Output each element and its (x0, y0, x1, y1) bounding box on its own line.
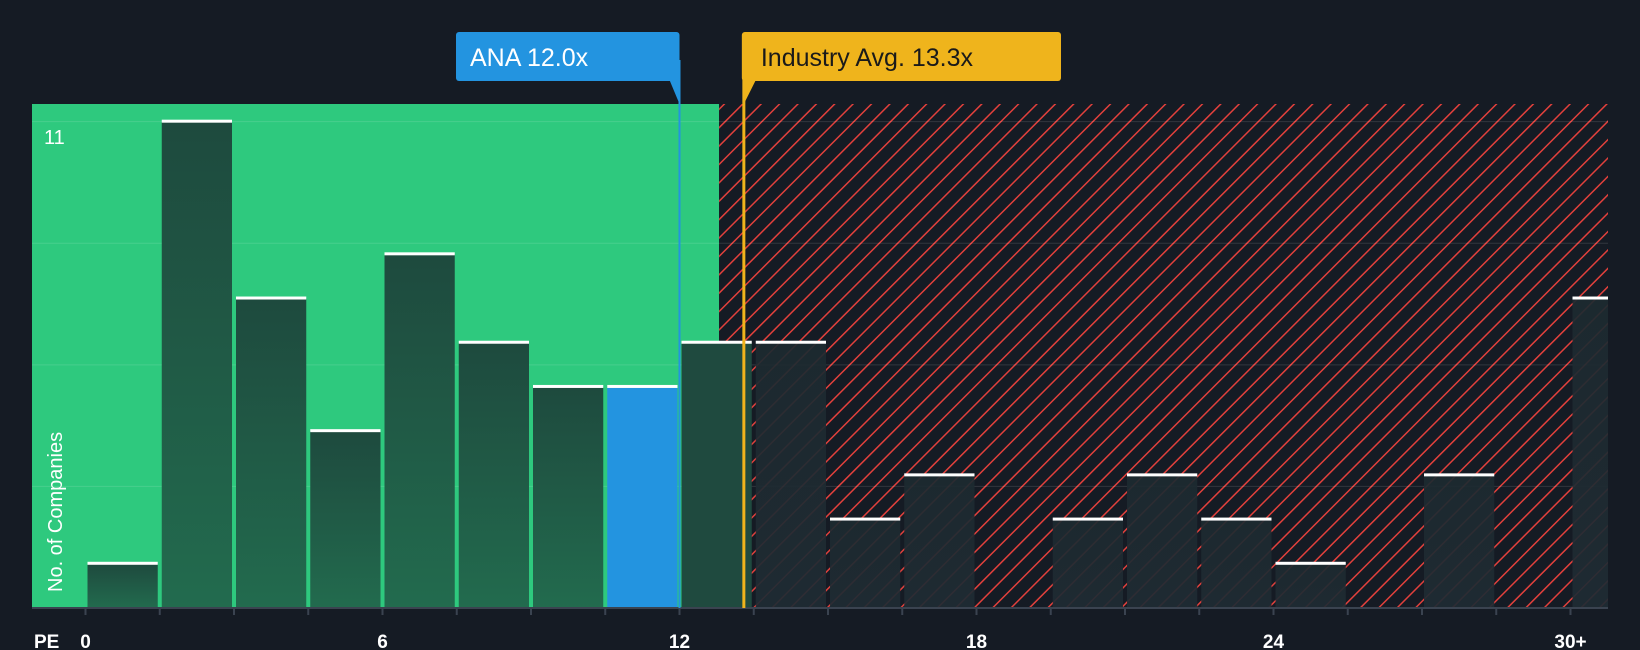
bar-3 (310, 431, 381, 608)
bar-10 (830, 519, 901, 608)
x-tick-label-0: 0 (80, 632, 91, 650)
bar-13 (1052, 519, 1123, 608)
y-axis-max-tick: 11 (44, 127, 65, 149)
bar-11 (904, 475, 975, 608)
bar-cap-10 (830, 517, 901, 521)
x-tick-label-2: 12 (669, 632, 690, 650)
histogram-bars (87, 119, 1608, 609)
bar-5 (458, 342, 529, 608)
bar-cap-3 (310, 429, 381, 433)
bar-cap-20 (1572, 296, 1608, 300)
bar-cap-11 (904, 473, 975, 477)
bar-cap-6 (533, 384, 604, 388)
y-axis-title: No. of Companies (45, 432, 67, 592)
bar-cap-16 (1275, 561, 1346, 565)
bar-cap-15 (1201, 517, 1272, 521)
x-tick-label-4: 24 (1263, 632, 1285, 650)
company-callout-pointer (669, 80, 680, 104)
x-axis-ticks: 0 6 12 18 24 30+ (80, 608, 1587, 650)
bar-cap-14 (1127, 473, 1198, 477)
bar-16 (1275, 563, 1346, 608)
bar-cap-7 (607, 384, 678, 388)
bar-cap-4 (384, 252, 455, 256)
bar-7 (607, 386, 678, 608)
x-axis-title: PE (34, 632, 59, 650)
x-tick-label-1: 6 (377, 632, 388, 650)
bar-14 (1127, 475, 1198, 608)
bar-15 (1201, 519, 1272, 608)
bar-6 (533, 386, 604, 608)
bar-2 (236, 298, 307, 608)
bar-20 (1572, 298, 1608, 608)
bar-cap-18 (1424, 473, 1495, 477)
bar-4 (384, 254, 455, 608)
x-tick-label-3: 18 (966, 632, 987, 650)
industry-avg-label: Industry Avg. 13.3x (761, 44, 974, 72)
company-callout: ANA 12.0x (456, 32, 680, 104)
bar-9 (755, 342, 826, 608)
bar-0 (87, 563, 158, 608)
company-callout-box (456, 32, 680, 81)
industry-callout-box (741, 32, 1061, 81)
x-tick-label-5: 30+ (1554, 632, 1586, 650)
bar-1 (161, 121, 232, 609)
bar-cap-9 (755, 340, 826, 344)
bar-cap-13 (1052, 517, 1123, 521)
bar-cap-2 (236, 296, 307, 300)
bar-cap-8 (681, 340, 752, 344)
bar-18 (1424, 475, 1495, 608)
bar-8 (681, 342, 752, 608)
industry-callout: Industry Avg. 13.3x (741, 32, 1061, 104)
bar-cap-0 (87, 561, 158, 565)
bar-cap-1 (161, 119, 232, 123)
industry-callout-pointer (743, 80, 756, 104)
bar-cap-5 (458, 340, 529, 344)
company-pe-label: ANA 12.0x (470, 44, 589, 72)
